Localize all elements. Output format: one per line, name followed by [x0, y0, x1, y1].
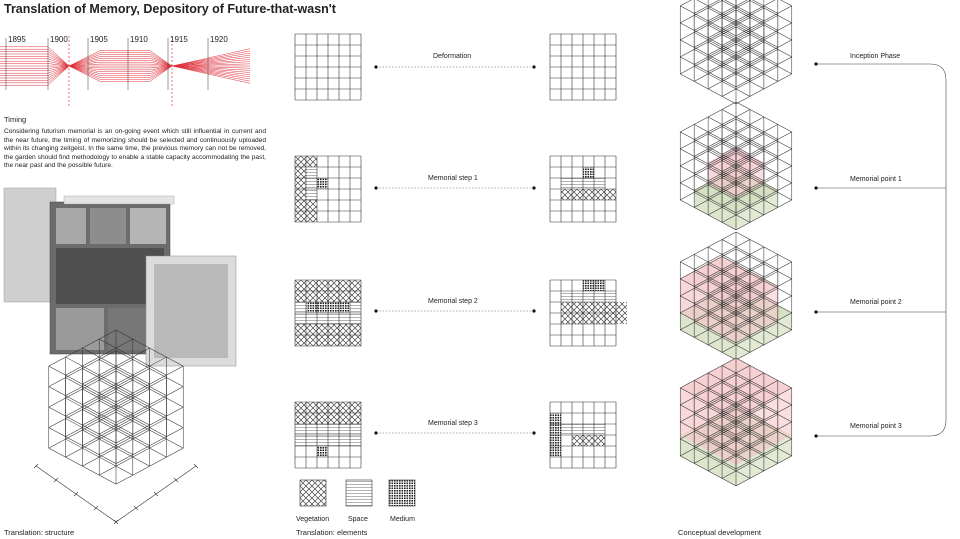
legend-medium-swatch — [388, 479, 416, 507]
year-label: 1920 — [210, 35, 228, 44]
phase-label-memorial-2: Memorial point 2 — [850, 299, 902, 306]
cube-memorial-point-3 — [679, 357, 793, 487]
phase-label-memorial-1: Memorial point 1 — [850, 176, 902, 183]
grid-step2-result — [549, 279, 627, 347]
cube-memorial-point-2 — [679, 231, 793, 361]
grid-step1-result — [549, 155, 617, 223]
grid-step3-original — [294, 401, 362, 469]
year-label: 1905 — [90, 35, 108, 44]
timeline-diagram: 1895 1900 1905 1910 1915 1920 — [0, 35, 251, 108]
year-label: 1900 — [50, 35, 68, 44]
step-label-memorial-1: Memorial step 1 — [428, 175, 478, 182]
year-label: 1915 — [170, 35, 188, 44]
cube-memorial-point-1 — [679, 101, 793, 231]
structure-caption: Translation: structure — [4, 528, 75, 537]
page-title: Translation of Memory, Depository of Fut… — [4, 2, 336, 16]
elements-caption: Translation: elements — [296, 528, 368, 537]
legend-vegetation-label: Vegetation — [296, 516, 330, 523]
timing-paragraph: Considering futurism memorial is an on-g… — [4, 128, 266, 170]
legend-space-label: Space — [348, 516, 368, 523]
year-label: 1910 — [130, 35, 148, 44]
connector-lines — [374, 65, 536, 435]
legend-vegetation-swatch — [299, 479, 327, 507]
phase-label-memorial-3: Memorial point 3 — [850, 423, 902, 430]
legend-space-swatch — [345, 479, 373, 507]
phase-connectors — [814, 62, 947, 438]
grid-step3-result — [549, 401, 617, 469]
structure-cube-diagram — [33, 329, 199, 525]
step-label-memorial-2: Memorial step 2 — [428, 298, 478, 305]
step-label-memorial-3: Memorial step 3 — [428, 420, 478, 427]
step-label-deformation: Deformation — [433, 53, 472, 60]
timing-heading: Timing — [4, 115, 27, 124]
cube-inception-phase — [679, 0, 793, 105]
photo-collage — [3, 187, 237, 367]
phase-label-inception: Inception Phase — [850, 53, 901, 60]
conceptual-caption: Conceptual development — [678, 528, 761, 537]
grid-step1-original — [294, 155, 362, 223]
year-label: 1895 — [8, 35, 26, 44]
legend-medium-label: Medium — [390, 516, 415, 523]
grid-deformation-result — [549, 33, 617, 101]
grid-step2-original — [294, 279, 362, 347]
grid-deformation-original — [294, 33, 362, 101]
